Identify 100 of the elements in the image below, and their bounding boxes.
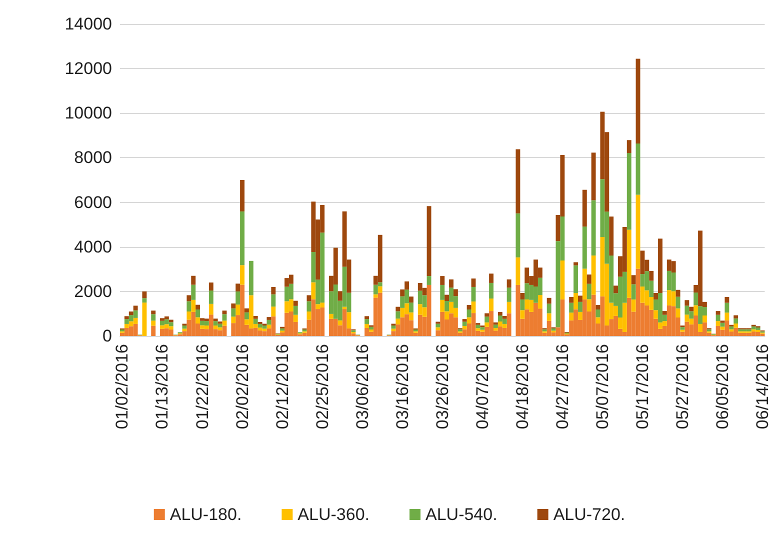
bar: [471, 313, 476, 336]
bar: [626, 140, 632, 154]
bar: [494, 324, 498, 328]
y-tick-label: 10000: [64, 104, 112, 123]
bar: [636, 268, 640, 336]
bar: [404, 281, 410, 290]
bar: [591, 200, 596, 256]
bar: [684, 322, 690, 336]
bar: [586, 274, 592, 284]
bar: [654, 292, 658, 300]
bar: [204, 326, 209, 330]
bar: [186, 295, 192, 302]
bar: [520, 292, 525, 300]
bar: [258, 328, 262, 330]
bar: [680, 327, 685, 330]
bar: [502, 318, 507, 324]
bar: [391, 328, 396, 332]
y-tick-label: 2000: [74, 282, 112, 301]
x-tick-label: 01/02/2016: [112, 344, 132, 430]
x-tick-label: 03/26/2016: [432, 344, 452, 430]
bar: [716, 314, 720, 322]
bar: [502, 316, 507, 319]
bar: [271, 294, 276, 307]
bar: [578, 312, 582, 320]
bar: [240, 180, 244, 212]
bar: [574, 292, 578, 310]
bar: [440, 284, 445, 300]
bar: [231, 303, 236, 308]
bar: [128, 311, 134, 316]
bar: [546, 313, 552, 321]
bar: [240, 265, 244, 285]
bar: [596, 309, 600, 318]
bar: [342, 309, 347, 336]
bar: [649, 270, 654, 281]
bar: [271, 286, 276, 294]
bar: [614, 286, 618, 294]
bar: [396, 311, 400, 319]
bar: [489, 282, 494, 299]
x-tick-label: 03/06/2016: [352, 344, 372, 430]
bar: [244, 312, 249, 320]
bar: [671, 261, 676, 272]
bar: [133, 306, 138, 310]
bar: [253, 316, 258, 319]
bar: [574, 262, 578, 266]
x-tick-label: 06/05/2016: [712, 344, 732, 430]
bar: [280, 328, 285, 331]
bar: [244, 308, 249, 312]
bar: [208, 290, 214, 304]
bar: [546, 304, 552, 314]
bar: [364, 324, 369, 328]
bar: [671, 291, 676, 306]
bar: [551, 328, 556, 331]
bar: [168, 320, 174, 322]
y-tick-label: 4000: [74, 237, 112, 256]
bar: [729, 329, 734, 332]
bar: [204, 318, 209, 322]
bar: [288, 274, 294, 284]
bar: [716, 321, 720, 326]
bar: [506, 279, 512, 288]
bar: [506, 313, 512, 336]
bar: [662, 321, 667, 326]
bar: [471, 286, 476, 302]
bar: [142, 298, 147, 303]
bar: [484, 322, 490, 327]
bar: [702, 315, 707, 322]
bar: [164, 316, 169, 320]
bar: [524, 268, 530, 284]
bar: [266, 320, 272, 325]
bar: [600, 296, 605, 336]
bar: [694, 292, 698, 306]
legend-label: ALU-360.: [298, 505, 370, 524]
bar: [196, 317, 200, 324]
bar: [444, 294, 450, 302]
bar: [676, 290, 680, 297]
bar: [236, 291, 240, 305]
bar: [538, 294, 542, 309]
bar: [364, 316, 369, 320]
bar: [151, 326, 156, 336]
bar: [262, 331, 267, 336]
bar: [636, 194, 640, 269]
bar: [346, 312, 352, 328]
bar: [186, 301, 192, 312]
bar: [262, 328, 267, 332]
bar: [231, 308, 236, 317]
bar: [462, 322, 467, 326]
bar: [466, 309, 472, 318]
bar: [293, 314, 298, 322]
bar: [204, 321, 209, 326]
bar: [316, 304, 320, 310]
bar: [476, 328, 480, 331]
bar: [569, 297, 574, 303]
bar: [378, 234, 382, 282]
bar: [311, 299, 316, 336]
x-tick-label: 04/07/2016: [472, 344, 492, 430]
bar: [654, 310, 658, 319]
bar: [640, 274, 645, 287]
bar: [248, 260, 254, 296]
bar: [208, 304, 214, 315]
x-tick-label: 05/07/2016: [592, 344, 612, 430]
bar: [720, 326, 725, 330]
